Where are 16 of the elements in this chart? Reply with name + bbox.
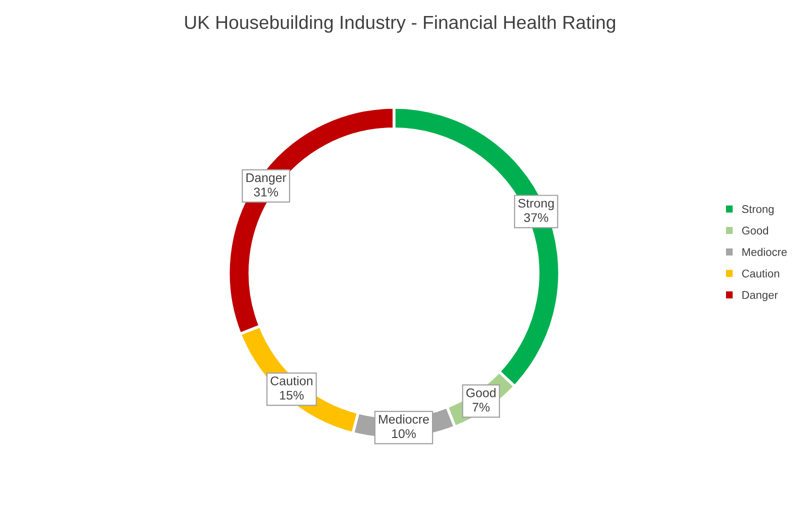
legend-label: Danger: [742, 291, 778, 302]
slice-label: Good: [466, 388, 496, 398]
legend-label: Strong: [742, 205, 774, 216]
data-label: 10%: [392, 429, 416, 438]
legend-label: Caution: [742, 269, 780, 278]
data-label: 7%: [472, 402, 490, 412]
chart-title: UK Housebuilding Industry - Financial Health Rating: [185, 15, 616, 33]
data-label: 37%: [524, 213, 548, 222]
slice-label: Strong: [518, 198, 554, 210]
legend-label: Mediocre: [742, 248, 787, 256]
data-label: 15%: [280, 390, 304, 400]
slice-label: Mediocre: [379, 414, 429, 424]
slice-label: Caution: [270, 376, 312, 386]
data-label: 31%: [254, 188, 278, 197]
legend-label: Good: [742, 226, 768, 235]
slice-label: Danger: [246, 173, 286, 185]
